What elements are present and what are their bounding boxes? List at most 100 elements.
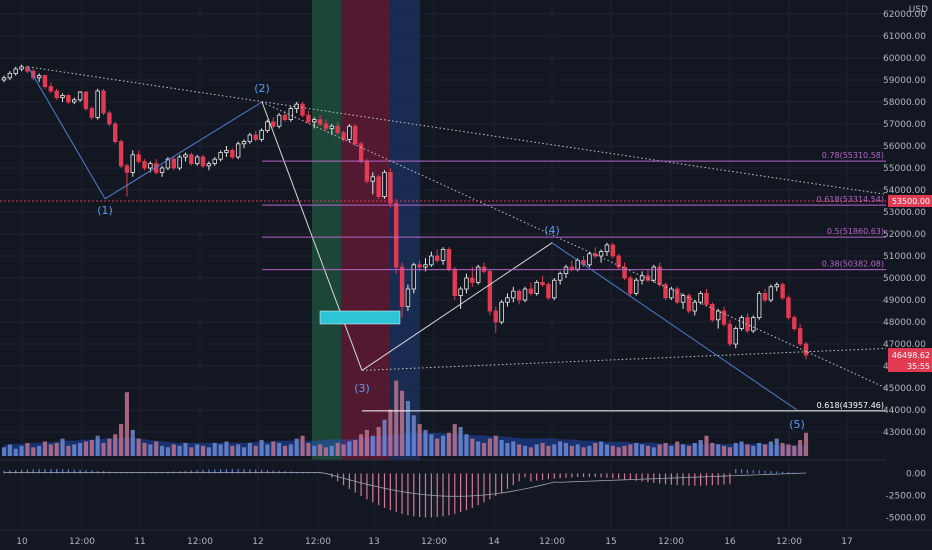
volume-bar	[686, 445, 691, 456]
time-tick: 10	[16, 537, 28, 547]
volume-bar	[651, 447, 656, 456]
volume-bar	[563, 442, 569, 456]
candle-body	[739, 317, 744, 330]
candle-body	[399, 266, 405, 307]
price-tick: 43000.00	[883, 428, 926, 438]
elliott-wave-segment	[551, 242, 798, 411]
volume-bar	[640, 444, 645, 456]
wave-label: (4)	[544, 224, 560, 237]
candle-body	[464, 277, 469, 290]
time-tick: 12:00	[305, 537, 331, 547]
price-axis	[886, 0, 932, 550]
candle-body	[552, 279, 557, 299]
candle-body	[610, 244, 616, 257]
volume-bar	[171, 444, 176, 456]
highlight-box	[319, 310, 401, 325]
candle-body	[66, 95, 71, 103]
candle-body	[271, 121, 276, 127]
candle-body	[604, 244, 610, 252]
candle-body	[48, 86, 54, 92]
elliott-wave-segment	[361, 242, 553, 371]
highlight-band-green	[312, 0, 341, 460]
volume-bar	[48, 444, 53, 456]
volume-bar	[757, 442, 762, 456]
volume-bar	[675, 441, 680, 456]
volume-bar	[83, 441, 89, 456]
price-tick: 52000.00	[883, 230, 926, 240]
volume-bar	[803, 432, 809, 456]
volume-bar	[452, 424, 457, 456]
fib-level-label: 0.618(43957.46)	[817, 401, 884, 410]
fib-level-label: 0.38(50382.08)	[822, 260, 884, 269]
time-tick: 12:00	[539, 537, 565, 547]
volume-bar	[581, 447, 586, 456]
volume-bar	[236, 444, 241, 456]
volume-bar	[282, 445, 288, 456]
volume-bar	[739, 441, 744, 456]
volume-bar	[593, 442, 598, 456]
candle-body	[36, 75, 42, 79]
candle-body	[598, 251, 604, 257]
candle-body	[253, 134, 258, 140]
volume-bar	[224, 441, 229, 456]
candle-body	[370, 176, 376, 182]
volume-bar	[669, 445, 674, 456]
candle-body	[616, 255, 621, 268]
candle-body	[394, 202, 399, 268]
candle-body	[177, 156, 182, 169]
candle-body	[306, 114, 311, 123]
candle-body	[540, 281, 545, 285]
candle-body	[434, 255, 440, 261]
candle-body	[230, 149, 235, 158]
volume-bar	[798, 440, 803, 456]
volume-bar	[277, 442, 282, 456]
volume-bar	[212, 442, 217, 456]
volume-bar	[681, 444, 686, 456]
oscillator-tick: -5000.00	[886, 513, 927, 523]
candle-body	[95, 90, 100, 118]
volume-bar	[751, 445, 756, 456]
volume-bar	[300, 435, 305, 456]
candle-body	[546, 284, 551, 299]
candle-body	[499, 301, 504, 323]
candle-body	[458, 288, 463, 296]
candle-body	[300, 103, 305, 116]
candle-body	[294, 103, 299, 109]
volume-bar	[558, 441, 563, 456]
volume-bar	[370, 435, 375, 456]
volume-bar	[60, 438, 65, 456]
volume-bar	[511, 441, 516, 456]
volume-bar	[628, 444, 633, 456]
candle-body	[563, 266, 569, 274]
candle-body	[786, 297, 791, 318]
candle-body	[200, 156, 206, 167]
time-tick: 12	[252, 537, 263, 547]
price-tick: 47000.00	[883, 340, 926, 350]
candle-body	[89, 108, 95, 118]
candle-body	[792, 317, 797, 330]
candle-body	[727, 323, 733, 345]
volume-bar	[552, 444, 557, 456]
volume-bar	[195, 444, 200, 456]
volume-bar	[546, 445, 551, 456]
price-tick: 60000.00	[883, 54, 926, 64]
volume-bar	[441, 435, 446, 456]
candle-body	[423, 264, 428, 268]
volume-bar	[165, 447, 170, 456]
candle-body	[692, 301, 697, 312]
candle-body	[733, 328, 738, 345]
volume-bar	[481, 442, 487, 456]
volume-bar	[733, 442, 738, 456]
candle-body	[247, 134, 253, 142]
volume-bar	[540, 442, 545, 456]
volume-bar	[534, 444, 539, 456]
candle-body	[405, 288, 411, 308]
volume-bar	[487, 438, 492, 456]
volume-bar	[347, 441, 352, 456]
candle-body	[470, 277, 475, 283]
volume-bar	[364, 429, 369, 456]
volume-bar	[66, 445, 71, 456]
candle-body	[475, 266, 481, 283]
